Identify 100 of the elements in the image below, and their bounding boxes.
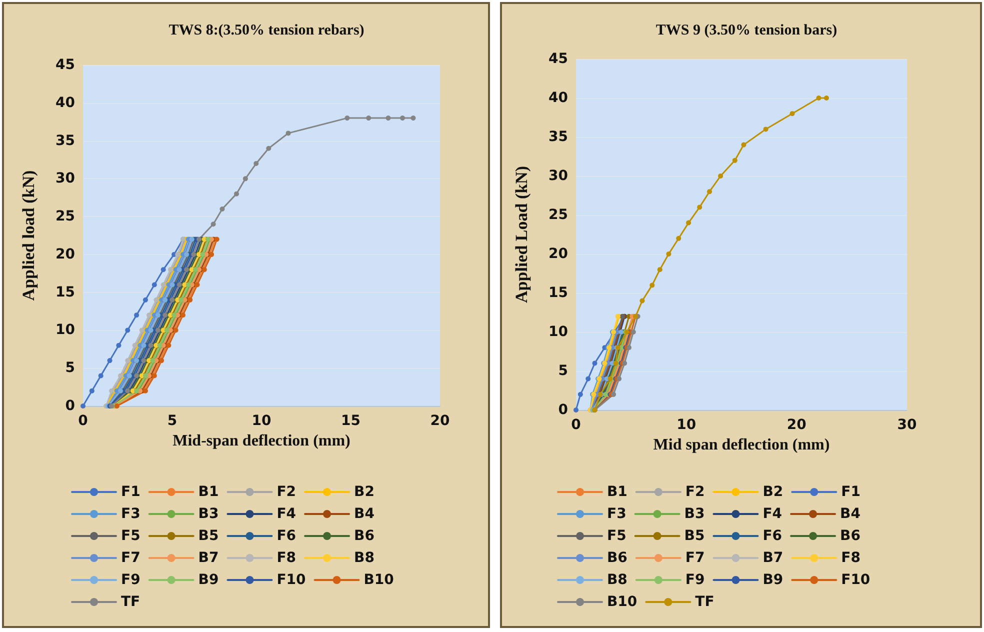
- y-tick-label: 0: [65, 398, 76, 414]
- y-tick-label: 0: [558, 402, 568, 418]
- y-tick-label: 40: [548, 90, 568, 106]
- y-tick-label: 40: [56, 94, 76, 111]
- y-tick-label: 35: [56, 132, 75, 149]
- chart-title: TWS 8:(3.50% tension rebars): [168, 22, 364, 38]
- y-tick-label: 45: [56, 57, 75, 73]
- point: [220, 206, 225, 212]
- legend-label: B6: [840, 528, 860, 544]
- point: [697, 204, 702, 210]
- legend-label: F2: [685, 484, 705, 500]
- x-tick-label: 10: [676, 417, 696, 433]
- point: [824, 96, 829, 100]
- y-tick-label: 15: [56, 284, 75, 300]
- legend-label: B2: [354, 484, 374, 500]
- y-axis-title: Applied Load (kN): [512, 166, 531, 303]
- x-tick-label: 15: [341, 413, 360, 429]
- legend-label: B9: [198, 572, 219, 588]
- legend-label: B1: [607, 484, 628, 500]
- legend-label: F4: [276, 506, 296, 522]
- legend-label: F1: [841, 484, 860, 500]
- legend-label: F5: [607, 528, 626, 544]
- y-tick-label: 20: [548, 246, 568, 262]
- legend-label: F10: [841, 572, 870, 588]
- point: [266, 146, 272, 151]
- point: [116, 342, 122, 348]
- chart-title: TWS 9 (3.50% tension bars): [656, 22, 838, 38]
- x-tick-label: 20: [786, 417, 807, 433]
- point: [366, 116, 372, 121]
- point: [686, 220, 692, 226]
- legend-label: F7: [121, 550, 140, 566]
- point: [732, 158, 738, 163]
- point: [254, 161, 259, 166]
- point: [234, 191, 240, 196]
- point: [574, 408, 578, 412]
- legend-label: F9: [685, 572, 705, 588]
- legend-label: B2: [762, 484, 784, 500]
- point: [640, 298, 645, 304]
- point: [210, 222, 216, 227]
- legend-label: B6: [607, 550, 628, 566]
- point: [676, 236, 682, 241]
- legend-label: F2: [276, 484, 296, 500]
- legend-label: B7: [198, 550, 219, 566]
- point: [134, 312, 140, 318]
- legend-label: B1: [198, 484, 219, 500]
- y-tick-label: 15: [548, 285, 568, 301]
- point: [816, 96, 822, 100]
- point: [286, 130, 291, 136]
- point: [125, 328, 130, 333]
- legend-label: F8: [841, 550, 860, 566]
- x-tick-label: 20: [430, 413, 450, 429]
- y-tick-label: 25: [548, 207, 568, 223]
- y-tick-label: 30: [56, 170, 76, 187]
- legend-label: F4: [762, 506, 782, 522]
- y-tick-label: 20: [56, 246, 76, 262]
- point: [666, 252, 672, 256]
- legend-label: F5: [121, 528, 140, 544]
- legend-label: B9: [762, 572, 784, 588]
- point: [586, 376, 591, 382]
- x-tick-label: 5: [167, 413, 178, 429]
- point: [142, 297, 148, 302]
- legend-label: B3: [684, 506, 705, 522]
- legend-label: TF: [695, 594, 714, 610]
- point: [741, 142, 746, 148]
- y-tick-label: 30: [548, 168, 568, 184]
- point: [410, 116, 416, 121]
- legend-label: B8: [354, 550, 374, 566]
- legend-label: B10: [364, 572, 394, 588]
- point: [650, 282, 655, 288]
- y-tick-label: 45: [548, 51, 568, 67]
- y-axis-title: Applied load (kN): [19, 170, 38, 301]
- point: [578, 392, 583, 397]
- legend-label: B10: [607, 594, 638, 610]
- x-tick-label: 30: [897, 417, 917, 433]
- point: [763, 126, 768, 132]
- point: [707, 189, 712, 194]
- legend-label: F8: [276, 550, 296, 566]
- x-axis-title: Mid-span deflection (mm): [172, 432, 350, 450]
- point: [98, 373, 104, 378]
- legend-label: B7: [762, 550, 784, 566]
- point: [400, 116, 406, 121]
- y-tick-label: 10: [548, 324, 568, 340]
- legend-label: B4: [354, 506, 375, 522]
- point: [718, 174, 724, 178]
- y-tick-label: 5: [558, 363, 568, 379]
- legend-label: F6: [276, 528, 296, 544]
- y-tick-label: 10: [56, 322, 76, 338]
- x-tick-label: 0: [78, 413, 88, 429]
- legend-label: B5: [198, 528, 219, 544]
- legend-label: B6: [354, 528, 374, 544]
- point: [386, 116, 391, 121]
- x-tick-label: 0: [571, 417, 582, 433]
- point: [242, 176, 248, 182]
- point: [107, 358, 112, 364]
- point: [790, 111, 795, 116]
- y-tick-label: 35: [548, 129, 568, 145]
- legend-label: B4: [840, 506, 861, 522]
- legend-label: F3: [121, 506, 140, 522]
- legend-label: F9: [121, 572, 140, 588]
- legend-label: F3: [607, 506, 626, 522]
